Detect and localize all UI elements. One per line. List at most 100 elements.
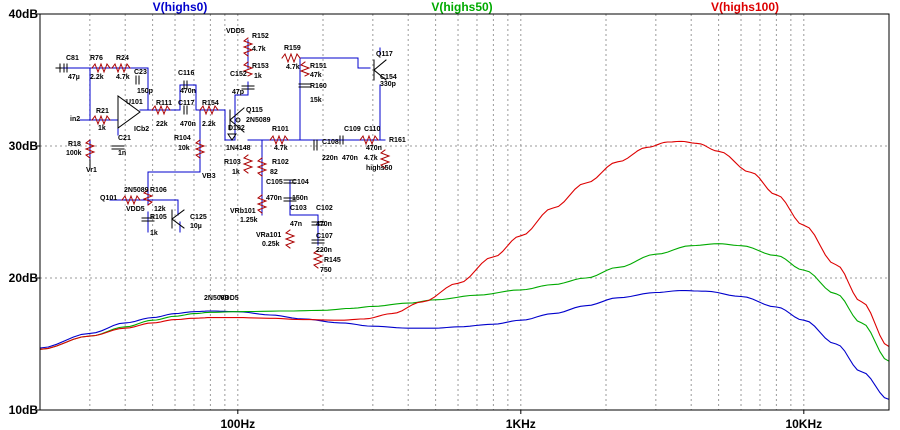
- schematic-label: 1N4148: [226, 145, 251, 152]
- schematic-label: C81: [66, 55, 79, 62]
- schematic-label: 15k: [310, 97, 322, 104]
- y-tick-label: 20dB: [9, 271, 39, 285]
- schematic-label: 10µ: [190, 223, 202, 230]
- schematic-label: 4.7k: [274, 145, 288, 152]
- schematic-labels: C81 47µ R76 2.2k R24 4.7k C23 150p R21 1k in2 U101 I…: [66, 28, 406, 302]
- y-axis-ticks: 40dB 30dB 20dB 10dB: [9, 7, 40, 417]
- schematic-label: 2N5089: [246, 117, 271, 124]
- schematic-label: 330p: [380, 81, 396, 88]
- schematic-label: 220n: [316, 247, 332, 254]
- schematic-label: R159: [284, 45, 301, 52]
- schematic-label: C110: [364, 126, 380, 133]
- schematic-label: 2.2k: [90, 74, 104, 81]
- schematic-label: R104: [174, 135, 191, 142]
- schematic-label: 750: [320, 267, 332, 274]
- schematic-label: 10k: [178, 145, 190, 152]
- schematic-label: R160: [310, 83, 327, 90]
- schematic-label: 2N5089: [124, 187, 149, 194]
- schematic-label: C116: [178, 70, 194, 77]
- legend: V(highs0) V(highs50) V(highs100): [153, 0, 779, 14]
- schematic-label: 2.2k: [202, 121, 216, 128]
- series-line-0: [39, 289, 890, 400]
- plot-frame: [39, 13, 890, 411]
- schematic-label: R105: [150, 214, 167, 221]
- schematic-label: 470n: [316, 221, 332, 228]
- schematic-label: C108: [322, 139, 339, 146]
- schematic-label: 4.7k: [286, 64, 300, 71]
- schematic-label: 4.7k: [116, 74, 130, 81]
- schematic-label: Q115: [246, 107, 263, 114]
- schematic-label: U101: [126, 99, 143, 106]
- schematic-label: 220n: [322, 155, 338, 162]
- series-layer: [39, 140, 890, 400]
- schematic-label: R21: [96, 108, 109, 115]
- schematic-label: C21: [118, 135, 131, 142]
- schematic-label: R101: [272, 126, 289, 133]
- schematic-label: C152: [230, 71, 247, 78]
- schematic-label: 47µ: [68, 74, 80, 81]
- schematic-label: Vr1: [86, 167, 97, 174]
- schematic-label: 470n: [180, 121, 196, 128]
- schematic-label: R145: [324, 257, 341, 264]
- legend-entry-0: V(highs0): [153, 0, 208, 14]
- schematic-label: 0.25k: [262, 241, 280, 248]
- schematic-label: R76: [90, 55, 103, 62]
- x-tick-label: 1KHz: [506, 417, 536, 430]
- schematic-label: 1k: [232, 169, 240, 176]
- schematic-label: VDD5: [126, 206, 145, 213]
- schematic-label: 47k: [310, 72, 322, 79]
- schematic-label: C154: [380, 74, 397, 81]
- schematic-resistors: [84, 37, 391, 269]
- schematic-label: 470n: [342, 155, 358, 162]
- schematic-label: 100k: [66, 150, 82, 157]
- schematic-label: R151: [310, 63, 327, 70]
- schematic-diagram: C81 47µ R76 2.2k R24 4.7k C23 150p R21 1k in2 U101 I…: [55, 28, 406, 302]
- schematic-label: R103: [224, 159, 241, 166]
- schematic-label: VRa101: [256, 232, 281, 239]
- schematic-label: R153: [252, 63, 269, 70]
- schematic-label: 2N5089: [204, 295, 229, 302]
- schematic-label: 1n: [118, 150, 126, 157]
- schematic-label: 22k: [156, 121, 168, 128]
- schematic-label: R102: [272, 159, 289, 166]
- schematic-label: C109: [344, 126, 361, 133]
- schematic-label: C117: [178, 100, 194, 107]
- schematic-label: 1k: [98, 125, 106, 132]
- schematic-label: R106: [150, 187, 167, 194]
- x-axis-ticks: 100Hz 1KHz 10KHz: [220, 410, 822, 430]
- schematic-label: 470n: [266, 195, 282, 202]
- schematic-label: 82: [270, 169, 278, 176]
- schematic-label: Q101: [100, 195, 117, 202]
- schematic-label: 470n: [180, 88, 196, 95]
- schematic-label: R154: [202, 100, 219, 107]
- schematic-label: VB3: [202, 173, 216, 180]
- schematic-label: ICb2: [134, 126, 149, 133]
- legend-entry-1: V(highs50): [431, 0, 492, 14]
- schematic-label: 1k: [254, 73, 262, 80]
- schematic-label: C107: [316, 233, 333, 240]
- schematic-label: 1k: [150, 230, 158, 237]
- schematic-label: R111: [156, 100, 172, 107]
- schematic-label: 470n: [366, 145, 382, 152]
- y-tick-label: 40dB: [9, 7, 39, 21]
- schematic-label: 47p: [232, 89, 244, 96]
- schematic-label: R152: [252, 33, 269, 40]
- schematic-label: D102: [228, 125, 245, 132]
- schematic-label: 12k: [154, 206, 166, 213]
- y-tick-label: 30dB: [9, 139, 39, 153]
- schematic-label: C125: [190, 214, 207, 221]
- schematic-label: 1.25k: [240, 217, 258, 224]
- schematic-label: R24: [116, 55, 129, 62]
- schematic-label: C104: [292, 179, 309, 186]
- schematic-label: 47n: [290, 221, 302, 228]
- schematic-label: C23: [134, 69, 147, 76]
- schematic-label: 150p: [137, 88, 153, 95]
- schematic-label: VRb101: [230, 208, 256, 215]
- schematic-label: R18: [68, 141, 81, 148]
- x-tick-label: 10KHz: [785, 417, 822, 430]
- series-line-1: [39, 243, 890, 362]
- schematic-label: Q117: [376, 51, 393, 58]
- schematic-label: 4.7k: [252, 46, 266, 53]
- schematic-label: highs50: [366, 165, 393, 172]
- schematic-label: VDD5: [226, 28, 245, 35]
